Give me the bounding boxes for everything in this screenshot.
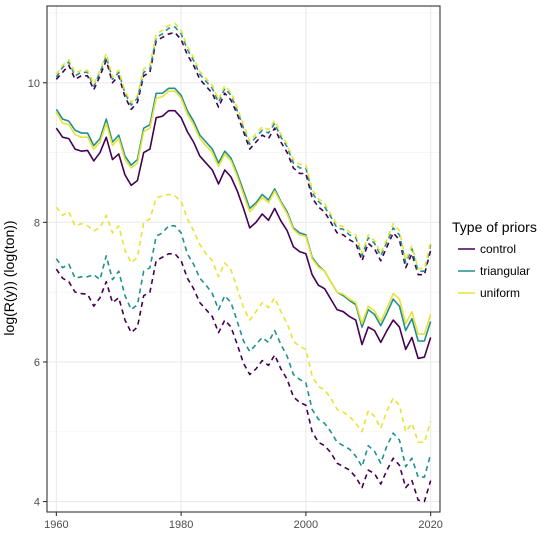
y-tick-label: 4: [34, 497, 40, 509]
series-line-control-dashed-6: [55, 252, 432, 503]
y-axis-title: log(R(y)) (log(ton)): [1, 220, 17, 335]
legend-label-triangular: triangular: [480, 264, 530, 278]
series-line-uniform-dashed-5: [55, 22, 432, 270]
series-layer: [55, 22, 432, 503]
series-line-uniform-solid-2: [55, 90, 432, 335]
series-line-control-dashed-3: [55, 31, 432, 276]
series-line-triangular-dashed-7: [55, 225, 432, 478]
series-line-triangular-solid-1: [55, 87, 432, 342]
y-tick-label: 10: [28, 78, 40, 90]
legend-label-uniform: uniform: [480, 286, 520, 300]
x-tick-label: 1980: [169, 519, 193, 531]
x-tick-label: 2020: [418, 519, 442, 531]
axes-layer: 1960 1980 2000 2020 4 6 8 10: [28, 5, 443, 531]
legend: Type of priors control triangular uniform: [452, 219, 537, 300]
legend-label-control: control: [480, 242, 516, 256]
panel-border: [46, 5, 441, 513]
x-tick-label: 1960: [44, 519, 68, 531]
legend-title: Type of priors: [452, 219, 537, 235]
series-line-uniform-dashed-8: [55, 193, 432, 444]
x-tick-label: 2000: [294, 519, 318, 531]
y-tick-label: 6: [34, 357, 40, 369]
plot-panel: [47, 6, 440, 512]
series-line-triangular-dashed-4: [55, 26, 432, 273]
panel-background: [47, 6, 440, 512]
y-tick-label: 8: [34, 217, 40, 229]
series-line-control-solid-0: [55, 109, 432, 360]
